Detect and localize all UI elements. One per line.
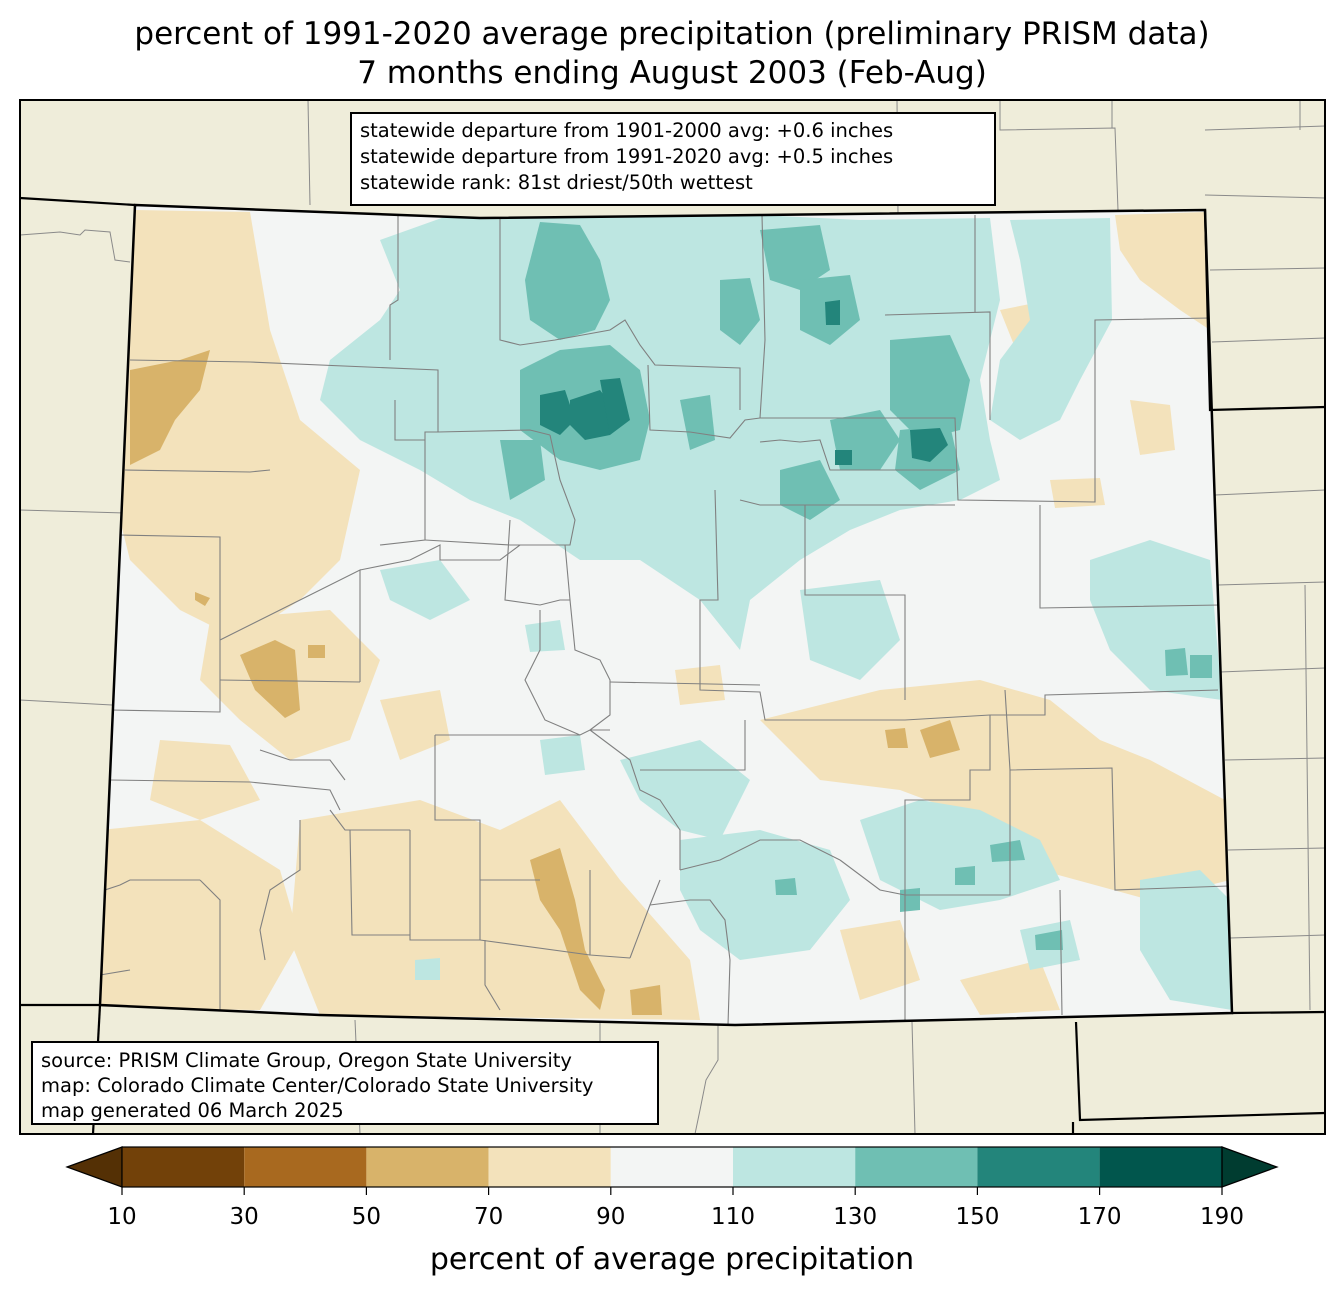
colorbar-over-triangle [1221, 1146, 1279, 1188]
colorbar-segment-170-190 [1099, 1147, 1222, 1187]
colorbar-segment-150-170 [977, 1147, 1100, 1187]
wet-150-170-areas [540, 300, 948, 465]
statewide-stats-box: statewide departure from 1901-2000 avg: … [350, 112, 996, 206]
source-credits-box: source: PRISM Climate Group, Oregon Stat… [31, 1041, 659, 1125]
colorbar-under-triangle [65, 1146, 123, 1188]
stats-rank: statewide rank: 81st driest/50th wettest [360, 171, 753, 194]
dry-70-90-areas [100, 210, 1230, 1020]
colorbar [65, 1146, 1279, 1195]
stats-departure-1901-2000: statewide departure from 1901-2000 avg: … [360, 119, 894, 142]
map-title-line-2: 7 months ending August 2003 (Feb-Aug) [357, 55, 987, 91]
colorbar-tick-label: 150 [955, 1204, 1000, 1230]
colorbar-tick-label: 50 [351, 1204, 382, 1230]
colorbar-tick-label: 10 [107, 1204, 137, 1230]
colorbar-segment-70-90 [488, 1147, 611, 1187]
colorbar-segment-10-30 [122, 1147, 245, 1187]
colorbar-segment-110-130 [733, 1147, 856, 1187]
map-credit-line: map: Colorado Climate Center/Colorado St… [41, 1074, 594, 1097]
colorbar-tick-label: 110 [711, 1204, 755, 1230]
colorbar-segment-50-70 [366, 1147, 489, 1187]
colorbar-tick-label: 130 [833, 1204, 878, 1230]
colorbar-tick-label: 70 [473, 1204, 504, 1230]
colorbar-segment-30-50 [244, 1147, 367, 1187]
colorado-precip-field [100, 205, 1232, 1025]
stats-departure-1991-2020: statewide departure from 1991-2020 avg: … [360, 145, 894, 168]
map-frame [19, 99, 1326, 1135]
colorbar-tick-label: 170 [1077, 1204, 1122, 1230]
source-line: source: PRISM Climate Group, Oregon Stat… [41, 1049, 572, 1072]
dry-50-70-areas [130, 350, 960, 1015]
colorbar-segment-90-110 [610, 1147, 733, 1187]
colorbar-tick-label: 30 [229, 1204, 259, 1230]
colorado-county-lines [100, 214, 1229, 1025]
colorbar-tick-label: 90 [596, 1204, 626, 1230]
colorbar-segment-130-150 [855, 1147, 978, 1187]
colorbar-tick-label: 190 [1200, 1204, 1244, 1230]
generated-date-line: map generated 06 March 2025 [41, 1099, 344, 1122]
map-title-line-1: percent of 1991-2020 average precipitati… [134, 16, 1210, 52]
colorbar-label: percent of average precipitation [429, 1242, 915, 1277]
